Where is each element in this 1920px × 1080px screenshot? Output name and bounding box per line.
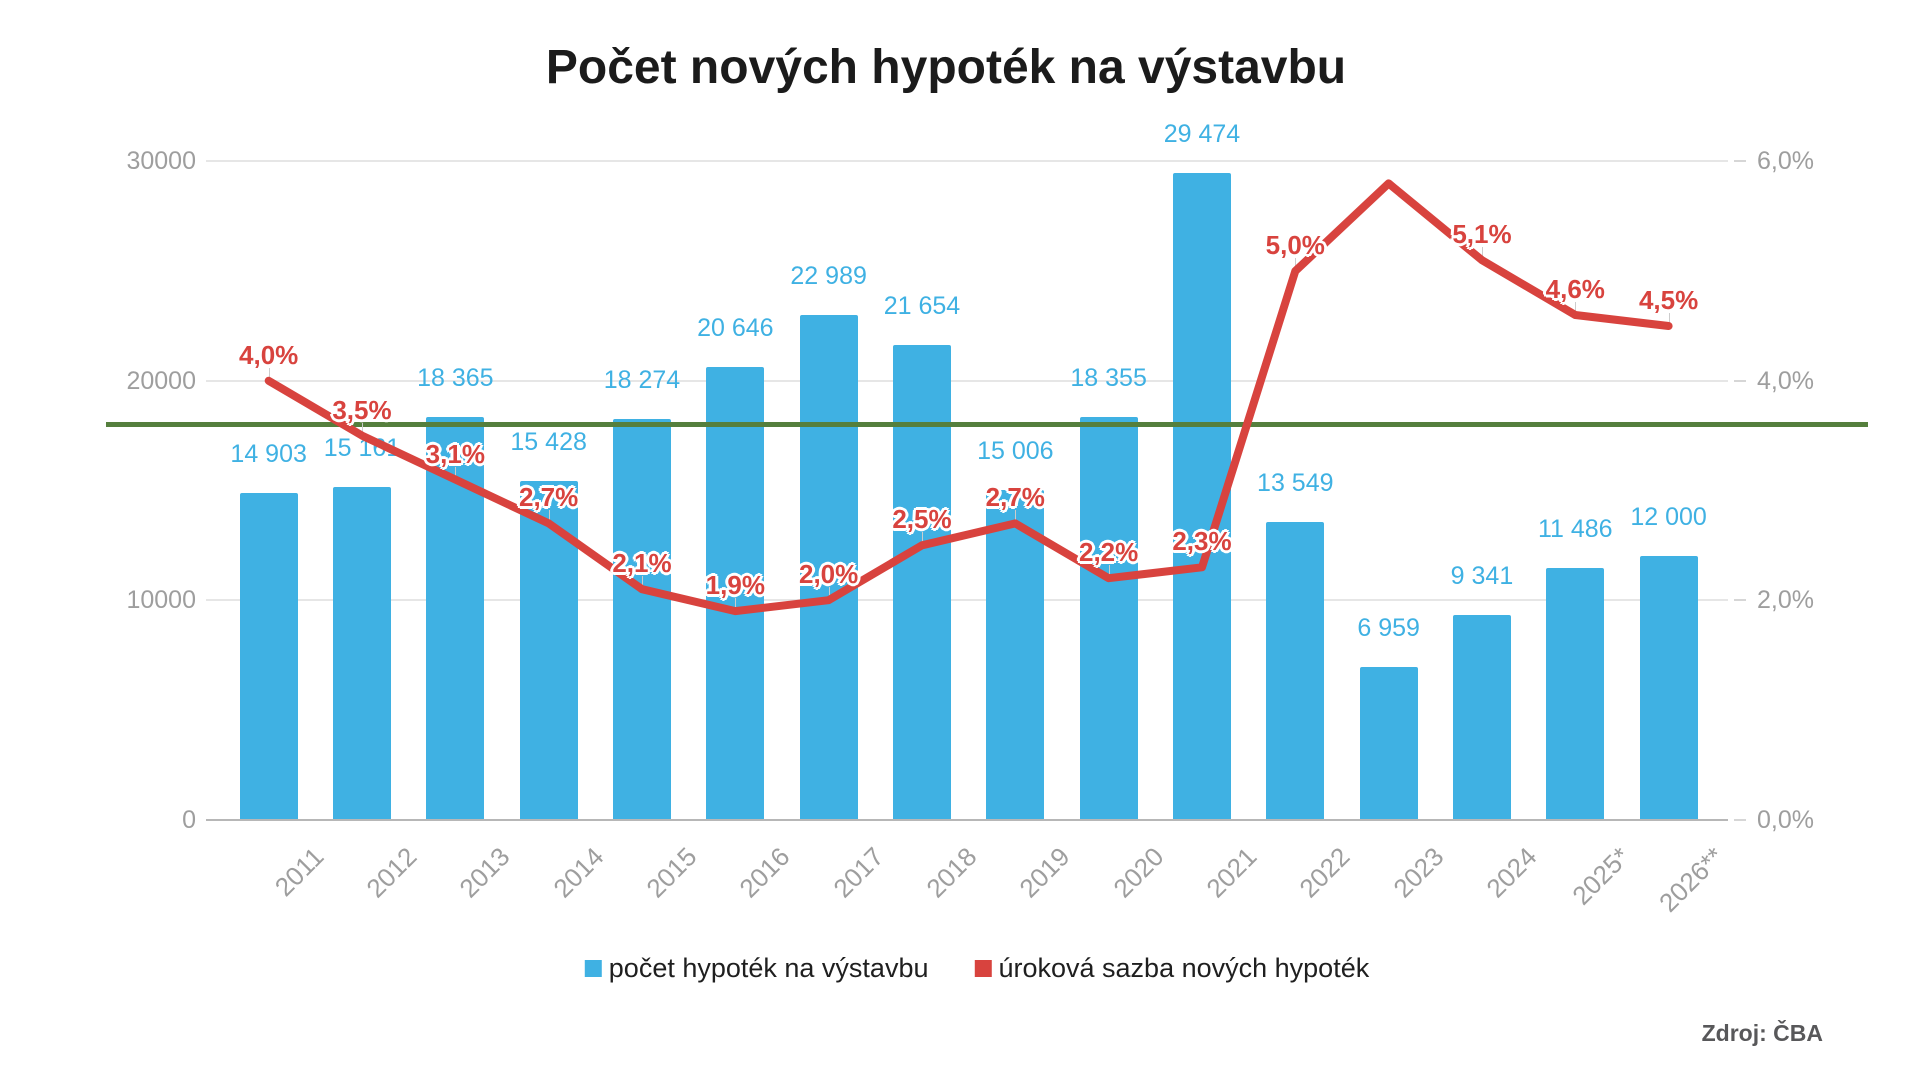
bar-2012 (332, 486, 391, 820)
rate-label-2021: 2,3% (1172, 526, 1232, 557)
right-axis-tick-label: 6,0% (1757, 147, 1814, 176)
right-axis-tick-label: 4,0% (1757, 366, 1814, 395)
annotation-stem (641, 576, 643, 590)
legend-item-bars: počet hypoték na výstavbu (584, 953, 929, 984)
bar-2011 (239, 492, 298, 820)
rate-label-2015: 2,1% (612, 548, 672, 579)
bar-value-label: 13 549 (1257, 469, 1334, 498)
annotation-stem (1201, 554, 1203, 568)
bar-2023 (1359, 666, 1418, 820)
x-axis-line (206, 818, 1728, 821)
legend: počet hypoték na výstavbu úroková sazba … (584, 953, 1369, 984)
rate-label-2016: 1,9% (705, 570, 765, 601)
annotation-stem (735, 598, 737, 612)
annotation-stem (1481, 247, 1483, 261)
right-axis-tick-label: 2,0% (1757, 586, 1814, 615)
left-axis-tick-label: 20000 (126, 366, 196, 395)
bar-value-label: 21 654 (883, 291, 961, 320)
source-note: Zdroj: ČBA (1701, 1020, 1823, 1046)
x-axis-label-2018: 2018 (920, 841, 983, 904)
x-axis-label-2013: 2013 (453, 841, 516, 904)
annotation-stem (1108, 565, 1110, 579)
x-axis-label-2016: 2016 (733, 841, 796, 904)
annotation-stem (828, 587, 830, 601)
bar-value-label: 22 989 (790, 262, 867, 291)
bar-value-label: 6 959 (1357, 613, 1420, 642)
bar-2018 (892, 344, 951, 820)
bar-2025 (1546, 567, 1605, 820)
annotation-stem (548, 510, 550, 524)
x-axis-label-2021: 2021 (1200, 841, 1263, 904)
legend-swatch-line-icon (974, 960, 992, 977)
right-axis-tick (1734, 160, 1746, 163)
x-axis-label-2017: 2017 (827, 841, 890, 904)
rate-label-2012: 3,5% (332, 394, 392, 425)
bar-value-label: 18 355 (1070, 363, 1147, 392)
x-axis-label-2022: 2022 (1293, 841, 1356, 904)
chart-title: Počet nových hypoték na výstavbu (545, 41, 1347, 94)
bar-value-label: 12 000 (1630, 503, 1707, 532)
x-axis-label-2011: 2011 (268, 841, 330, 903)
rate-label-2011: 4,0% (239, 339, 299, 370)
annotation-stem (1015, 510, 1017, 524)
rate-label-2020: 2,2% (1078, 537, 1139, 568)
annotation-stem (921, 532, 923, 546)
x-axis-label-2020: 2020 (1107, 841, 1170, 904)
bar-value-label: 9 341 (1450, 561, 1514, 590)
x-axis-label-2023: 2023 (1387, 841, 1450, 904)
bar-value-label: 20 646 (697, 313, 774, 342)
rate-label-2019: 2,7% (985, 482, 1045, 513)
legend-item-line: úroková sazba nových hypoték (974, 953, 1369, 984)
bar-2019 (986, 490, 1045, 820)
legend-label-bars: počet hypoték na výstavbu (608, 953, 929, 983)
bar-value-label: 18 274 (603, 365, 681, 394)
bar-2022 (1266, 522, 1325, 820)
rate-label-2013: 3,1% (425, 438, 485, 469)
right-axis-tick-label: 0,0% (1757, 805, 1814, 834)
bar-2026 (1639, 556, 1698, 820)
right-axis-tick (1734, 599, 1746, 602)
rate-label-2026: 4,5% (1638, 284, 1699, 315)
rate-label-2025: 4,6% (1545, 274, 1605, 304)
x-axis-label-2026: 2026** (1652, 841, 1730, 918)
rate-label-2022: 5,0% (1265, 230, 1325, 261)
bar-value-label: 15 006 (977, 437, 1054, 466)
bar-2015 (612, 418, 671, 820)
x-axis-label-2014: 2014 (547, 841, 610, 904)
x-axis-label-2012: 2012 (360, 841, 423, 904)
rate-label-2014: 2,7% (519, 482, 579, 513)
left-axis-tick-label: 0 (182, 805, 196, 834)
rate-label-2017: 2,0% (799, 559, 859, 590)
left-axis-tick-label: 30000 (126, 147, 196, 176)
rate-label-2018: 2,5% (892, 504, 952, 535)
rate-label-2024: 5,1% (1452, 219, 1512, 250)
legend-label-line: úroková sazba nových hypoték (998, 953, 1370, 983)
left-axis-tick-label: 10000 (126, 586, 196, 615)
bar-value-label: 29 474 (1163, 120, 1241, 148)
bar-2020 (1079, 416, 1138, 820)
bar-value-label: 18 365 (417, 363, 494, 392)
bar-2014 (519, 481, 578, 820)
x-axis-label-2024: 2024 (1480, 841, 1543, 904)
x-axis-label-2019: 2019 (1013, 841, 1076, 904)
x-axis-label-2015: 2015 (640, 841, 703, 904)
right-axis-tick (1734, 818, 1746, 821)
gridline (206, 160, 1728, 163)
right-axis-tick (1734, 379, 1746, 382)
legend-swatch-bars-icon (584, 960, 602, 977)
bar-2024 (1452, 614, 1511, 820)
x-axis-label-2025: 2025* (1566, 841, 1636, 911)
annotation-stem (1295, 258, 1297, 272)
